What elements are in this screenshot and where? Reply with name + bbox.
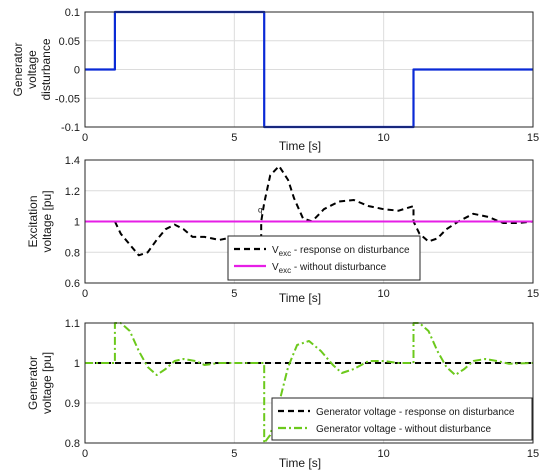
- x-tick-label: 15: [527, 448, 539, 460]
- x-tick-label: 0: [82, 288, 88, 300]
- annotation-text: q: [258, 205, 262, 214]
- y-tick-label: 0.9: [65, 398, 80, 410]
- legend-label-main: Generator voltage - response on disturba…: [316, 407, 515, 418]
- y-axis-label-line: disturbance: [39, 38, 53, 100]
- y-tick-label: -0.05: [55, 93, 80, 105]
- axes-box: [84, 159, 534, 284]
- y-tick-label: 0.8: [65, 438, 80, 450]
- legend-label-main: V: [272, 245, 279, 256]
- x-tick-label: 10: [378, 288, 390, 300]
- y-tick-label: 1: [74, 358, 80, 370]
- legend-label-1: Vexc - response on disturbance: [272, 245, 410, 258]
- y-tick-label: 0.05: [59, 36, 80, 48]
- y-tick-label: 1.2: [65, 186, 80, 198]
- legend-box: [271, 397, 533, 441]
- legend-label-main: Generator voltage - without disturbance: [316, 424, 492, 435]
- legend: Generator voltage - response on disturba…: [271, 397, 533, 441]
- x-tick-label: 5: [231, 448, 237, 460]
- x-axis-label: Time [s]: [279, 291, 321, 305]
- x-tick-label: 5: [231, 288, 237, 300]
- y-tick-label: 1.1: [65, 318, 80, 330]
- y-tick-label: 0: [74, 65, 80, 77]
- legend-label-subscript: exc: [279, 249, 291, 258]
- x-tick-label: 15: [527, 288, 539, 300]
- legend-label-rest: - response on disturbance: [291, 245, 410, 256]
- legend-label-main: V: [272, 262, 279, 273]
- y-tick-label: 0.1: [65, 7, 80, 19]
- x-tick-label: 10: [378, 448, 390, 460]
- x-axis-label: Time [s]: [279, 456, 321, 470]
- legend-label-2: Vexc - without disturbance: [272, 262, 387, 275]
- legend-box: [227, 235, 421, 281]
- x-tick-label: 10: [378, 132, 390, 144]
- y-tick-label: 0.8: [65, 247, 80, 259]
- y-axis-label-line: voltage [pu]: [40, 352, 54, 414]
- legend-label-subscript: exc: [279, 266, 291, 275]
- x-tick-label: 0: [82, 132, 88, 144]
- series-line-1: [113, 165, 534, 257]
- legend-label-2: Generator voltage - without disturbance: [316, 424, 492, 435]
- x-tick-label: 5: [231, 132, 237, 144]
- x-tick-label: 0: [82, 448, 88, 460]
- series-line-2: [85, 322, 534, 444]
- y-axis-label: Excitationvoltage [pu]: [26, 190, 54, 252]
- y-tick-label: 1.4: [65, 155, 80, 167]
- legend-label-rest: - without disturbance: [291, 262, 386, 273]
- y-axis-label-line: Excitation: [26, 195, 40, 247]
- subplot-3: 0 5 10 15 0.8 0.9 1 1.1 Time [s] Generatorvoltage…: [26, 318, 539, 470]
- axes-box: [84, 11, 534, 128]
- axes-box: [84, 322, 534, 444]
- y-axis-label: Generatorvoltage [pu]: [26, 352, 54, 414]
- series-line-1: [85, 10, 533, 129]
- y-axis-label-line: voltage: [25, 50, 39, 89]
- y-tick-label: 0.6: [65, 278, 80, 290]
- y-axis-label-line: voltage [pu]: [40, 190, 54, 252]
- x-axis-label: Time [s]: [279, 139, 321, 153]
- y-axis-label-line: Generator: [11, 42, 25, 96]
- x-tick-label: 15: [527, 132, 539, 144]
- subplot-1: 0 5 10 15 -0.1 -0.05 0 0.05 0.1 Time [s] Generator…: [11, 7, 539, 153]
- y-tick-label: -0.1: [61, 122, 80, 134]
- legend-label-1: Generator voltage - response on disturba…: [316, 407, 515, 418]
- subplot-2: 0 5 10 15 0.6 0.8 1 1.2 1.4 q Time [s] Excitationvo…: [26, 155, 539, 305]
- y-axis-label: Generatorvoltagedisturbance: [11, 38, 53, 100]
- y-tick-label: 1: [74, 217, 80, 229]
- y-axis-label-line: Generator: [26, 356, 40, 410]
